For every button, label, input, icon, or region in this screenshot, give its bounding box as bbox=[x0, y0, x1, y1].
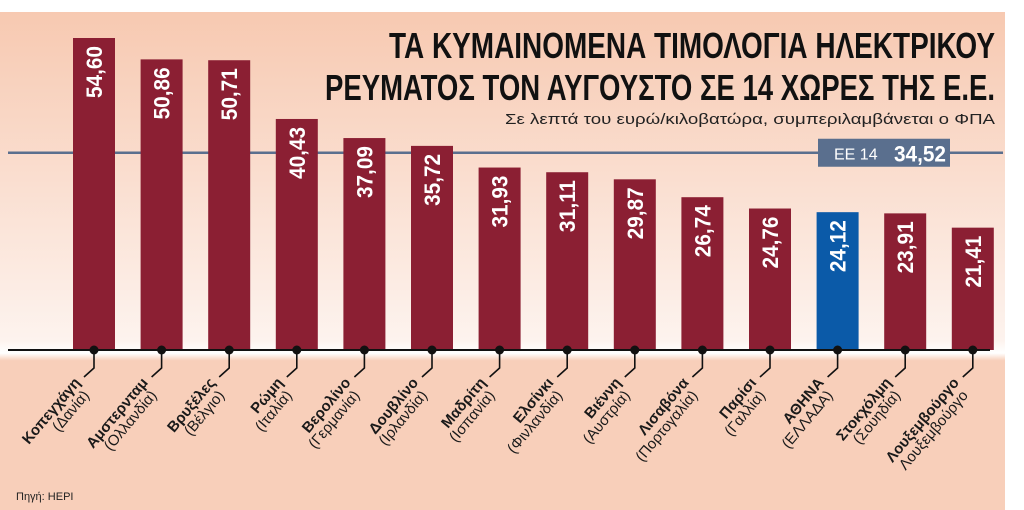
bar bbox=[681, 197, 724, 350]
bar-value-label: 40,43 bbox=[285, 127, 310, 179]
axis-dot bbox=[697, 345, 707, 355]
bar bbox=[208, 60, 251, 350]
bar bbox=[816, 212, 859, 350]
bar-value-label: 54,60 bbox=[82, 46, 107, 98]
label-connector bbox=[286, 350, 298, 378]
axis-dot bbox=[630, 345, 640, 355]
bar-value-label: 50,71 bbox=[217, 68, 242, 120]
label-connector bbox=[827, 350, 839, 378]
label-connector bbox=[962, 350, 974, 378]
axis-dot bbox=[224, 345, 234, 355]
bar bbox=[140, 59, 183, 350]
bar-value-label: 31,11 bbox=[555, 180, 580, 232]
bar-value-label: 26,74 bbox=[690, 204, 715, 257]
bar-value-label: 23,91 bbox=[893, 221, 918, 273]
bar bbox=[343, 138, 386, 350]
eu-average-badge-bg bbox=[818, 138, 950, 167]
chart-title-line-1: ΤΑ ΚΥΜΑΙΝΟΜΕΝΑ ΤΙΜΟΛΟΓΙΑ ΗΛΕΚΤΡΙΚΟΥ bbox=[389, 25, 995, 66]
bar bbox=[478, 167, 521, 350]
bar-value-label: 31,93 bbox=[488, 176, 513, 228]
axis-dot bbox=[900, 345, 910, 355]
axis-dot bbox=[562, 345, 572, 355]
bar bbox=[613, 179, 656, 350]
eu-average-badge: ΕΕ 14 34,52 bbox=[818, 138, 950, 167]
bar bbox=[411, 145, 453, 350]
bar bbox=[749, 208, 791, 350]
bar-value-label: 50,86 bbox=[150, 67, 175, 119]
axis-dot bbox=[765, 345, 775, 355]
label-connector bbox=[353, 350, 366, 378]
eu-average-value: 34,52 bbox=[894, 142, 946, 167]
axis-dot bbox=[359, 345, 369, 355]
label-connector bbox=[218, 350, 230, 378]
axis-dot bbox=[89, 345, 99, 355]
axis-dot bbox=[292, 345, 302, 355]
label-connector bbox=[421, 350, 433, 378]
bar-value-label: 37,09 bbox=[352, 146, 377, 198]
eu-average-label: ΕΕ 14 bbox=[834, 147, 878, 164]
bar bbox=[275, 118, 318, 350]
bar-value-label: 21,41 bbox=[961, 236, 986, 288]
label-connector bbox=[83, 350, 95, 378]
label-connector bbox=[151, 350, 163, 378]
bar bbox=[546, 172, 589, 350]
bar-value-label: 29,87 bbox=[623, 187, 648, 239]
bar bbox=[951, 227, 994, 350]
axis-dot bbox=[968, 345, 978, 355]
bar-value-label: 35,72 bbox=[420, 154, 445, 206]
bar-value-label: 24,76 bbox=[758, 217, 783, 269]
label-connector bbox=[894, 350, 906, 378]
bar bbox=[73, 38, 115, 350]
label-connector bbox=[691, 350, 704, 378]
axis-dot bbox=[157, 345, 167, 355]
bar bbox=[884, 213, 927, 350]
chart-subtitle: Σε λεπτά του ευρώ/κιλοβατώρα, συμπεριλαμ… bbox=[505, 111, 995, 128]
axis-dot bbox=[495, 345, 505, 355]
axis-dot bbox=[427, 345, 437, 355]
label-connector bbox=[759, 350, 771, 378]
bar-value-label: 24,12 bbox=[826, 220, 851, 272]
label-connector bbox=[489, 350, 501, 378]
label-connector bbox=[556, 350, 568, 378]
axis-dot bbox=[833, 345, 843, 355]
label-connector bbox=[624, 350, 636, 378]
chart-title-line-2: ΡΕΥΜΑΤΟΣ ΤΟΝ ΑΥΓΟΥΣΤΟ ΣΕ 14 ΧΩΡΕΣ ΤΗΣ Ε.… bbox=[325, 67, 995, 108]
source-note: Πηγή: HEPI bbox=[16, 491, 73, 503]
